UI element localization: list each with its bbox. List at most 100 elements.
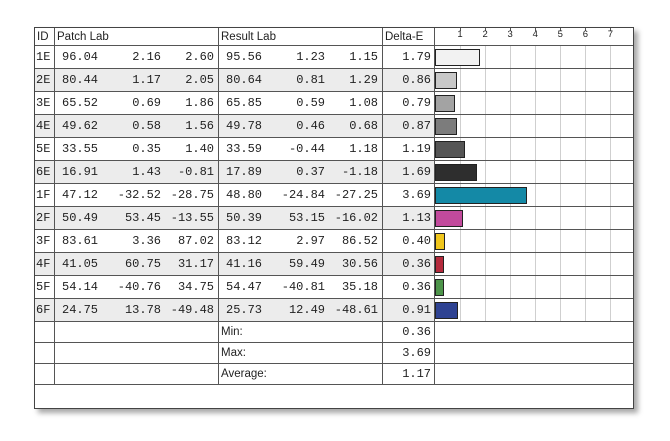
- delta-e-value: 0.79: [383, 92, 435, 115]
- gridline: [535, 69, 537, 91]
- gridline: [485, 207, 487, 229]
- gridline: [585, 253, 587, 275]
- gridline: [585, 161, 587, 183]
- result-lab-a: 53.15: [288, 211, 325, 225]
- patch-id: 1F: [35, 184, 55, 207]
- delta-e-bar: [435, 141, 465, 158]
- delta-e-bar-cell: [435, 184, 633, 207]
- patch-lab-values: 24.75 13.78 -49.48: [55, 299, 219, 322]
- header-result-lab: Result Lab: [219, 28, 383, 46]
- delta-e-bar: [435, 210, 464, 227]
- delta-e-value: 0.36: [383, 276, 435, 299]
- summary-value: 0.36: [383, 322, 435, 343]
- axis-tick-label: 5: [557, 29, 563, 40]
- patch-lab-b: -49.48: [170, 303, 214, 317]
- result-lab-b: -16.02: [334, 211, 378, 225]
- result-lab-l: 41.16: [226, 257, 263, 271]
- patch-lab-a: -40.76: [117, 280, 161, 294]
- gridline: [460, 276, 462, 298]
- gridline: [485, 299, 487, 321]
- gridline: [610, 92, 612, 114]
- delta-e-value: 1.69: [383, 161, 435, 184]
- result-lab-a: 1.23: [296, 50, 325, 64]
- result-lab-a: 0.81: [296, 73, 325, 87]
- delta-e-bar: [435, 49, 480, 66]
- header-patch-lab: Patch Lab: [55, 28, 219, 46]
- gridline: [535, 207, 537, 229]
- gridline: [510, 207, 512, 229]
- result-lab-b: 1.29: [349, 73, 378, 87]
- result-lab-values: 33.59 -0.44 1.18: [219, 138, 383, 161]
- result-lab-b: -1.18: [341, 165, 378, 179]
- patch-id: 6E: [35, 161, 55, 184]
- summary-blank-id: [35, 322, 55, 343]
- gridline: [610, 46, 612, 68]
- gridline: [485, 253, 487, 275]
- patch-lab-l: 24.75: [62, 303, 99, 317]
- gridline: [585, 115, 587, 137]
- patch-lab-b: 31.17: [177, 257, 214, 271]
- delta-e-value: 1.13: [383, 207, 435, 230]
- gridline: [560, 184, 562, 206]
- result-lab-values: 50.39 53.15 -16.02: [219, 207, 383, 230]
- axis-tick-mark: [485, 28, 487, 31]
- gridline: [610, 207, 612, 229]
- result-lab-a: 2.97: [296, 234, 325, 248]
- axis-tick-label: 7: [607, 29, 614, 40]
- gridline: [510, 115, 512, 137]
- result-lab-b: 1.15: [349, 50, 378, 64]
- delta-e-table: ID Patch Lab Result Lab Delta-E 1 2 3 4 5 6 7 1E 96.…: [35, 28, 633, 408]
- result-lab-b: 30.56: [341, 257, 378, 271]
- result-lab-values: 17.89 0.37 -1.18: [219, 161, 383, 184]
- patch-lab-l: 50.49: [62, 211, 99, 225]
- patch-lab-b: -0.81: [177, 165, 214, 179]
- result-lab-b: 1.18: [349, 142, 378, 156]
- gridline: [535, 184, 537, 206]
- patch-lab-values: 49.62 0.58 1.56: [55, 115, 219, 138]
- gridline: [485, 276, 487, 298]
- patch-lab-l: 16.91: [62, 165, 99, 179]
- patch-lab-values: 33.55 0.35 1.40: [55, 138, 219, 161]
- gridline: [560, 161, 562, 183]
- summary-blank-id: [35, 364, 55, 385]
- axis-tick-label: 2: [482, 29, 488, 40]
- summary-blank-patch: [55, 364, 219, 385]
- axis-tick-mark: [610, 28, 612, 31]
- result-lab-a: 0.59: [296, 96, 325, 110]
- delta-e-axis: 1 2 3 4 5 6 7: [435, 28, 633, 46]
- patch-lab-a: 53.45: [124, 211, 161, 225]
- gridline: [460, 253, 462, 275]
- result-lab-l: 25.73: [226, 303, 263, 317]
- patch-lab-l: 49.62: [62, 119, 99, 133]
- gridline: [610, 299, 612, 321]
- gridline: [560, 138, 562, 160]
- patch-lab-values: 80.44 1.17 2.05: [55, 69, 219, 92]
- patch-id: 2F: [35, 207, 55, 230]
- result-lab-l: 33.59: [226, 142, 263, 156]
- patch-id: 5F: [35, 276, 55, 299]
- gridline: [585, 184, 587, 206]
- delta-e-bar-cell: [435, 207, 633, 230]
- gridline: [535, 138, 537, 160]
- patch-lab-l: 47.12: [62, 188, 99, 202]
- gridline: [535, 161, 537, 183]
- patch-lab-b: 2.60: [185, 50, 214, 64]
- result-lab-l: 95.56: [226, 50, 263, 64]
- patch-lab-a: 1.43: [132, 165, 161, 179]
- gridline: [585, 230, 587, 252]
- patch-lab-b: 2.05: [185, 73, 214, 87]
- summary-label: Average:: [219, 364, 383, 385]
- delta-e-bar-cell: [435, 276, 633, 299]
- gridline: [460, 92, 462, 114]
- result-lab-l: 48.80: [226, 188, 263, 202]
- delta-e-bar-cell: [435, 115, 633, 138]
- delta-e-bar: [435, 256, 445, 273]
- delta-e-bar: [435, 233, 446, 250]
- summary-blank-id: [35, 343, 55, 364]
- gridline: [610, 115, 612, 137]
- gridline: [610, 161, 612, 183]
- gridline: [485, 46, 487, 68]
- patch-lab-b: 34.75: [177, 280, 214, 294]
- axis-tick-label: 4: [532, 29, 538, 40]
- result-lab-l: 65.85: [226, 96, 263, 110]
